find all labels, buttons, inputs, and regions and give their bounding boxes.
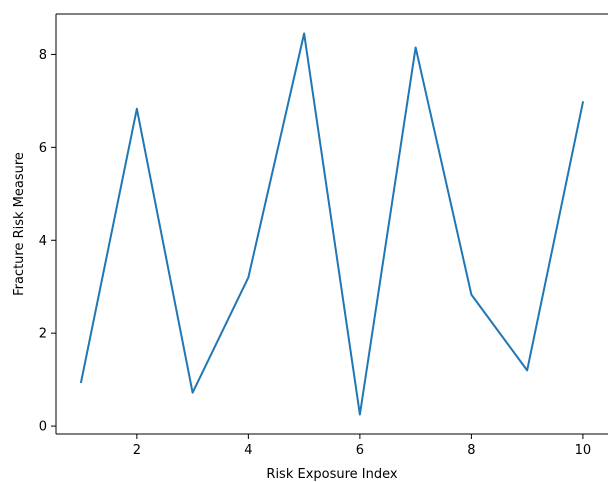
x-axis-label: Risk Exposure Index [266, 467, 397, 482]
x-tick-label: 10 [575, 443, 592, 458]
x-axis-ticks: 2 4 6 8 10 [133, 434, 591, 458]
y-tick-label: 2 [39, 327, 47, 342]
x-tick-label: 6 [356, 443, 364, 458]
y-tick-label: 0 [39, 420, 47, 435]
y-tick-label: 4 [39, 234, 47, 249]
y-axis-label: Fracture Risk Measure [12, 152, 27, 296]
y-tick-label: 6 [39, 141, 47, 156]
series-line [79, 32, 585, 416]
axes [55, 13, 608, 435]
plot-area [79, 32, 585, 416]
x-tick-label: 4 [244, 443, 252, 458]
y-axis-ticks: 0 2 4 6 8 [39, 48, 56, 435]
x-tick-label: 2 [133, 443, 141, 458]
y-tick-label: 8 [39, 48, 47, 63]
x-tick-label: 8 [467, 443, 475, 458]
